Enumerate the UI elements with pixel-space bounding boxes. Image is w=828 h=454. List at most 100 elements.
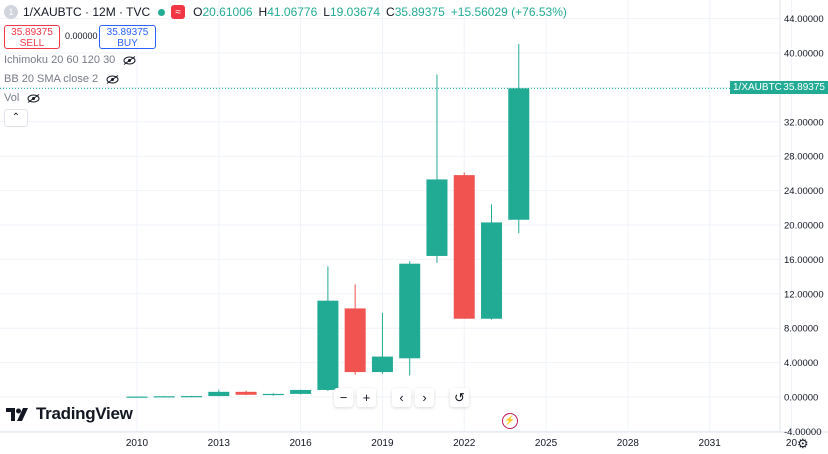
buy-price: 35.89375 bbox=[106, 27, 149, 38]
buy-button[interactable]: 35.89375 BUY bbox=[99, 25, 156, 49]
candle-2020 bbox=[399, 261, 421, 376]
candle-2013 bbox=[208, 389, 230, 397]
y-tick-label: -4.00000 bbox=[784, 427, 822, 438]
high-label: H bbox=[258, 5, 268, 19]
y-tick-label: 44.00000 bbox=[784, 14, 824, 25]
sell-label: SELL bbox=[19, 38, 45, 49]
chevron-up-icon[interactable]: ⌃ bbox=[4, 109, 28, 127]
y-tick-label: 24.00000 bbox=[784, 186, 824, 197]
wave-icon[interactable]: ≈ bbox=[171, 5, 186, 19]
close-value: 35.89375 bbox=[394, 5, 445, 19]
x-tick-label: 20 bbox=[786, 438, 798, 449]
x-tick-label: 2013 bbox=[208, 438, 231, 449]
candle-body bbox=[290, 389, 312, 394]
x-tick-label: 2022 bbox=[453, 438, 476, 449]
market-status-dot bbox=[158, 8, 166, 16]
symbol-header: 1 1/XAUBTC · 12M · TVC ≈ O 20.61006 H 41.0… bbox=[4, 4, 573, 20]
candle-body bbox=[508, 88, 530, 220]
tradingview-logo-icon bbox=[6, 408, 28, 421]
candle-body bbox=[235, 391, 257, 395]
indicator-bollinger[interactable]: BB 20 SMA close 2 bbox=[4, 73, 119, 85]
x-tick-label: 2019 bbox=[371, 438, 394, 449]
tradingview-logo[interactable]: TradingView bbox=[6, 404, 133, 424]
candle-body bbox=[317, 300, 339, 390]
y-tick-label: 20.00000 bbox=[784, 221, 824, 232]
candle-2018 bbox=[344, 284, 366, 375]
candle-2011 bbox=[153, 395, 175, 398]
candle-2010 bbox=[126, 396, 148, 398]
candle-2021 bbox=[426, 74, 448, 263]
flash-event-icon[interactable]: ⚡ bbox=[502, 413, 518, 429]
symbol-title[interactable]: 1/XAUBTC · 12M · TVC bbox=[23, 5, 151, 19]
candle-body bbox=[426, 179, 448, 256]
symbol-badge[interactable]: 1 bbox=[4, 5, 18, 19]
candle-2014 bbox=[235, 390, 257, 396]
scroll-left-button[interactable]: ‹ bbox=[392, 388, 411, 407]
x-tick-label: 2016 bbox=[289, 438, 312, 449]
y-tick-label: 16.00000 bbox=[784, 255, 824, 266]
price-tag-value: 35.89375 bbox=[783, 82, 825, 93]
candle-body bbox=[153, 396, 175, 398]
low-value: 19.03674 bbox=[329, 5, 381, 19]
indicator-ichimoku[interactable]: Ichimoku 20 60 120 30 bbox=[4, 54, 136, 66]
candle-series bbox=[126, 43, 530, 398]
y-tick-label: 4.00000 bbox=[784, 358, 818, 369]
zoom-in-button[interactable]: + bbox=[357, 388, 376, 407]
candle-body bbox=[371, 356, 393, 373]
eye-off-icon[interactable] bbox=[123, 55, 136, 65]
eye-off-icon[interactable] bbox=[27, 93, 40, 103]
tradingview-logo-text: TradingView bbox=[36, 404, 133, 423]
candle-body bbox=[399, 263, 421, 359]
y-tick-label: 32.00000 bbox=[784, 117, 824, 128]
zoom-toolbar: − + ‹ › ↺ bbox=[334, 388, 469, 407]
sell-button[interactable]: 35.89375 SELL bbox=[4, 25, 60, 49]
scroll-right-button[interactable]: › bbox=[415, 388, 434, 407]
candle-body bbox=[181, 396, 203, 398]
price-axis[interactable]: 44.0000040.0000036.0000032.0000028.00000… bbox=[784, 14, 824, 438]
candle-2016 bbox=[290, 389, 312, 395]
y-tick-label: 28.00000 bbox=[784, 152, 824, 163]
candle-body bbox=[262, 393, 284, 396]
price-tag-symbol: 1/XAUBTC bbox=[733, 82, 782, 93]
open-value: 20.61006 bbox=[202, 5, 253, 19]
gear-icon[interactable]: ⚙ bbox=[797, 436, 809, 451]
last-price-tag: 1/XAUBTC 35.89375 bbox=[730, 81, 828, 94]
y-tick-label: 40.00000 bbox=[784, 49, 824, 60]
candle-body bbox=[344, 308, 366, 373]
x-tick-label: 2025 bbox=[535, 438, 558, 449]
zoom-out-button[interactable]: − bbox=[334, 388, 353, 407]
y-tick-label: 0.00000 bbox=[784, 393, 818, 404]
time-axis[interactable]: 2010 2013 2016 2019 2022 2025 2028 2031 20 bbox=[126, 438, 798, 449]
candle-2017 bbox=[317, 266, 339, 391]
candle-body bbox=[126, 396, 148, 398]
candle-body bbox=[453, 175, 475, 319]
buy-label: BUY bbox=[117, 38, 138, 49]
spread-value: 0.00000 bbox=[65, 31, 98, 41]
indicator-label: Ichimoku 20 60 120 30 bbox=[4, 54, 116, 66]
reset-chart-button[interactable]: ↺ bbox=[450, 388, 469, 407]
candle-2019 bbox=[371, 312, 393, 374]
candle-2012 bbox=[181, 395, 203, 398]
change-value: +15.56029 (+76.53%) bbox=[450, 5, 567, 19]
indicator-label: BB 20 SMA close 2 bbox=[4, 73, 99, 85]
sell-price: 35.89375 bbox=[11, 27, 53, 38]
candle-2022 bbox=[453, 172, 475, 319]
eye-off-icon[interactable] bbox=[106, 74, 119, 84]
high-value: 41.06776 bbox=[267, 5, 318, 19]
x-tick-label: 2010 bbox=[126, 438, 149, 449]
candle-2023 bbox=[481, 204, 503, 320]
open-label: O bbox=[193, 5, 203, 19]
candle-2024 bbox=[508, 43, 530, 234]
close-label: C bbox=[386, 5, 395, 19]
x-tick-label: 2028 bbox=[617, 438, 640, 449]
candle-2015 bbox=[262, 393, 284, 396]
y-tick-label: 12.00000 bbox=[784, 289, 824, 300]
candle-body bbox=[481, 222, 503, 319]
low-label: L bbox=[323, 5, 330, 19]
y-tick-label: 8.00000 bbox=[784, 324, 818, 335]
indicator-volume[interactable]: Vol bbox=[4, 92, 40, 104]
indicator-label: Vol bbox=[4, 92, 20, 104]
x-tick-label: 2031 bbox=[699, 438, 722, 449]
candle-body bbox=[208, 391, 230, 397]
